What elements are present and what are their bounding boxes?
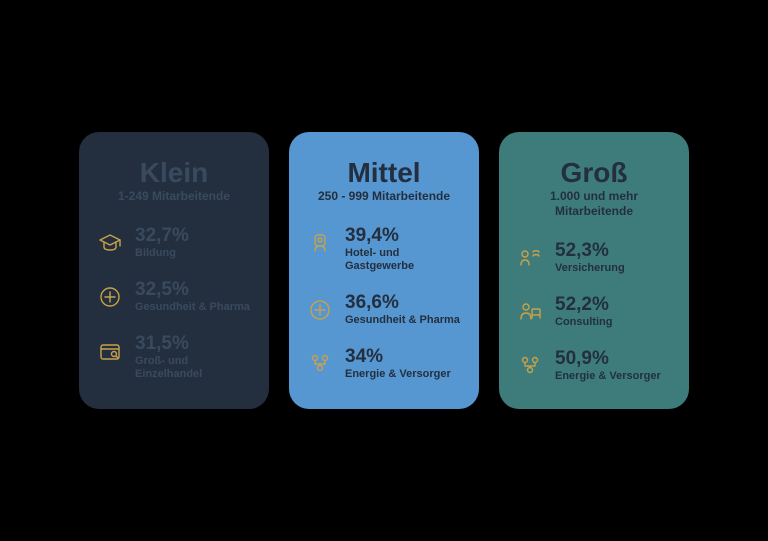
stat-label: Energie & Versorger (555, 370, 673, 383)
stat-item: 31,5% Groß- und Einzelhandel (95, 334, 253, 381)
card-title: Klein (95, 158, 253, 187)
stat-label: Versicherung (555, 262, 673, 275)
card-subtitle: 1-249 Mitarbeitende (95, 189, 253, 204)
card-gross: Groß 1.000 und mehr Mitarbeitende 52,3% … (499, 132, 689, 410)
stat-percent: 39,4% (345, 226, 463, 246)
insurance-icon (515, 243, 545, 273)
consulting-icon (515, 297, 545, 327)
stat-item: 36,6% Gesundheit & Pharma (305, 293, 463, 327)
stat-item: 50,9% Energie & Versorger (515, 349, 673, 383)
stat-item: 52,2% Consulting (515, 295, 673, 329)
stat-label: Groß- und Einzelhandel (135, 355, 253, 381)
stat-percent: 32,5% (135, 280, 253, 300)
energy-icon (305, 349, 335, 379)
stat-percent: 52,3% (555, 241, 673, 261)
stat-item: 32,5% Gesundheit & Pharma (95, 280, 253, 314)
stat-item: 39,4% Hotel- und Gastgewerbe (305, 226, 463, 273)
retail-icon (95, 336, 125, 366)
stat-percent: 50,9% (555, 349, 673, 369)
health-icon (305, 295, 335, 325)
stat-label: Bildung (135, 247, 253, 260)
stat-percent: 52,2% (555, 295, 673, 315)
stat-label: Gesundheit & Pharma (345, 314, 463, 327)
card-mittel: Mittel 250 - 999 Mitarbeitende 39,4% Hot… (289, 132, 479, 410)
stat-percent: 36,6% (345, 293, 463, 313)
card-subtitle: 250 - 999 Mitarbeitende (305, 189, 463, 204)
stat-percent: 32,7% (135, 226, 253, 246)
stat-percent: 31,5% (135, 334, 253, 354)
education-icon (95, 228, 125, 258)
card-header: Groß 1.000 und mehr Mitarbeitende (515, 158, 673, 219)
stat-percent: 34% (345, 347, 463, 367)
health-icon (95, 282, 125, 312)
hotel-icon (305, 228, 335, 258)
stat-item: 34% Energie & Versorger (305, 347, 463, 381)
stat-label: Energie & Versorger (345, 368, 463, 381)
card-klein: Klein 1-249 Mitarbeitende 32,7% Bildung … (79, 132, 269, 410)
card-title: Mittel (305, 158, 463, 187)
card-title: Groß (515, 158, 673, 187)
card-header: Mittel 250 - 999 Mitarbeitende (305, 158, 463, 204)
card-header: Klein 1-249 Mitarbeitende (95, 158, 253, 204)
infographic-cards: Klein 1-249 Mitarbeitende 32,7% Bildung … (79, 132, 689, 410)
stat-label: Hotel- und Gastgewerbe (345, 247, 463, 273)
stat-label: Gesundheit & Pharma (135, 301, 253, 314)
energy-icon (515, 351, 545, 381)
stat-item: 32,7% Bildung (95, 226, 253, 260)
stat-label: Consulting (555, 316, 673, 329)
card-subtitle: 1.000 und mehr Mitarbeitende (515, 189, 673, 219)
stat-item: 52,3% Versicherung (515, 241, 673, 275)
